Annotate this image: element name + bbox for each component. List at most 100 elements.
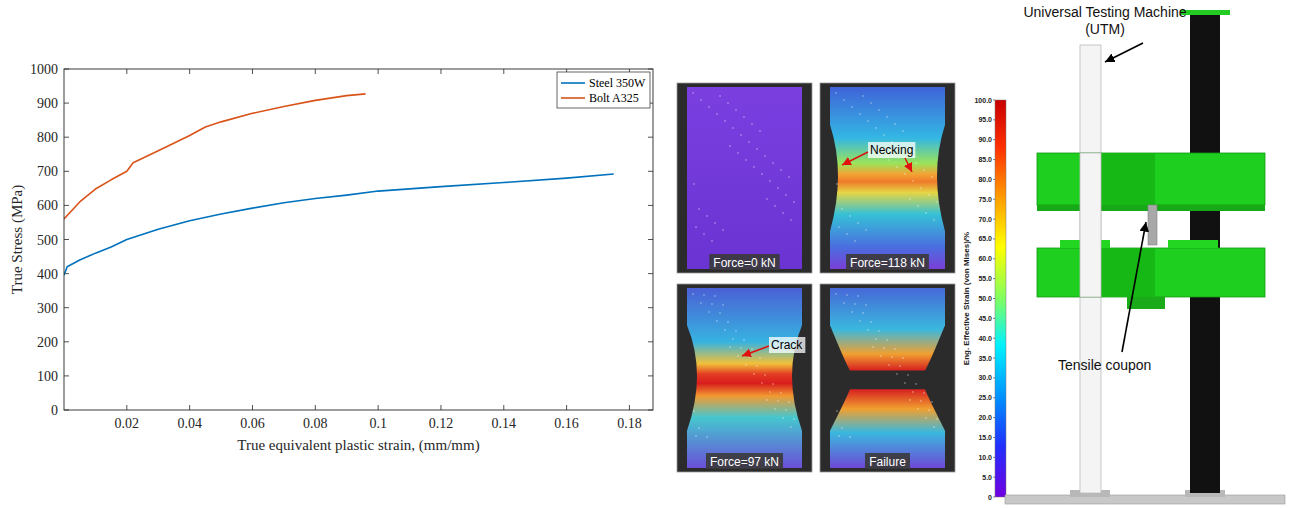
speckle <box>933 426 935 428</box>
colorbar-tick-label: 25.0 <box>978 394 992 401</box>
speckle <box>846 233 848 235</box>
colorbar-tick <box>993 139 995 140</box>
speckle <box>891 356 893 358</box>
speckle <box>902 130 904 132</box>
caption-box <box>865 453 910 469</box>
speckle <box>857 295 859 297</box>
y-tick <box>648 273 653 274</box>
speckle <box>928 409 930 411</box>
machine-label: Universal Testing Machine(UTM) <box>1023 4 1186 37</box>
speckle <box>788 401 790 403</box>
crosshead-top <box>1180 10 1230 15</box>
colorbar-tick-label: 50.0 <box>978 295 992 302</box>
speckle <box>896 166 898 168</box>
x-tick-label: 0.04 <box>177 416 202 431</box>
speckle <box>782 212 784 214</box>
caption-box <box>846 254 929 270</box>
y-tick-label: 900 <box>37 96 58 111</box>
photo-panel: Force=118 kN <box>820 83 955 273</box>
speckle <box>703 294 705 296</box>
colorbar-tick <box>993 219 995 220</box>
y-axis-title: True Stress (MPa) <box>9 185 26 294</box>
y-tick <box>64 205 69 206</box>
column-front <box>1080 153 1101 297</box>
plot-frame <box>64 69 653 410</box>
speckle <box>780 169 782 171</box>
x-tick <box>503 405 504 410</box>
speckle <box>698 427 700 429</box>
speckle <box>732 338 734 340</box>
speckle <box>748 356 750 358</box>
speckle <box>698 208 700 210</box>
colorbar-tick <box>993 119 995 120</box>
speckle <box>836 410 838 412</box>
specimen <box>687 288 802 468</box>
y-tick-label: 0 <box>51 403 58 418</box>
grip-face <box>1095 248 1155 297</box>
speckle <box>724 329 726 331</box>
x-tick <box>503 69 504 74</box>
speckle <box>745 364 747 366</box>
x-tick <box>440 69 441 74</box>
speckle <box>729 346 731 348</box>
speckle <box>756 365 758 367</box>
colorbar-tick-label: 35.0 <box>978 355 992 362</box>
speckle <box>785 194 787 196</box>
speckle <box>894 348 896 350</box>
speckle <box>841 208 843 210</box>
caption: Force=118 kN <box>850 256 925 270</box>
caption: Force=0 kN <box>713 256 775 270</box>
speckle <box>872 346 874 348</box>
speckle <box>865 304 867 306</box>
colorbar-tick <box>993 298 995 299</box>
colorbar-tick <box>993 100 995 101</box>
speckle <box>838 226 840 228</box>
y-tick <box>648 205 653 206</box>
plot-area <box>64 69 653 410</box>
legend-label: Bolt A325 <box>589 91 639 105</box>
colorbar-tick <box>993 159 995 160</box>
speckle <box>920 400 922 402</box>
series-group <box>64 94 614 275</box>
x-tick <box>315 405 316 410</box>
specimen <box>830 87 945 269</box>
colorbar-scale <box>995 100 1006 497</box>
speckle <box>756 148 758 150</box>
colorbar-title: Eng. Effective Strain (von Mises)/% <box>962 232 971 365</box>
speckle <box>917 205 919 207</box>
speckle <box>708 311 710 313</box>
speckle <box>772 162 774 164</box>
legend-box <box>557 72 650 108</box>
label-patch <box>868 142 915 158</box>
speckle <box>769 391 771 393</box>
y-tick-label: 1000 <box>30 62 58 77</box>
speckle <box>912 391 914 393</box>
speckle <box>751 348 753 350</box>
x-tick-label: 0.14 <box>492 416 517 431</box>
y-tick-label: 300 <box>37 301 58 316</box>
x-tick <box>629 405 630 410</box>
y-tick <box>648 137 653 138</box>
colorbar-tick-label: 10.0 <box>978 454 992 461</box>
speckle <box>727 102 729 104</box>
speckle <box>753 166 755 168</box>
lower-grip <box>1037 248 1265 297</box>
dic-photos: Force=0 kNForce=118 kNForce=97 kNFailure… <box>677 83 955 472</box>
speckle <box>719 312 721 314</box>
speckle <box>902 357 904 359</box>
speckle <box>761 382 763 384</box>
speckle <box>849 436 851 438</box>
speckle <box>859 320 861 322</box>
speckle <box>782 417 784 419</box>
speckle <box>769 180 771 182</box>
label-line: (UTM) <box>1085 21 1125 37</box>
speckle <box>706 436 708 438</box>
speckle <box>851 106 853 108</box>
y-tick <box>648 307 653 308</box>
speckle <box>716 113 718 115</box>
colorbar: 100.095.090.085.080.075.070.065.060.055.… <box>962 97 1006 501</box>
colorbar-tick <box>993 318 995 319</box>
speckle <box>732 127 734 129</box>
speckle <box>931 401 933 403</box>
annotations: NeckingCrack <box>742 142 915 356</box>
